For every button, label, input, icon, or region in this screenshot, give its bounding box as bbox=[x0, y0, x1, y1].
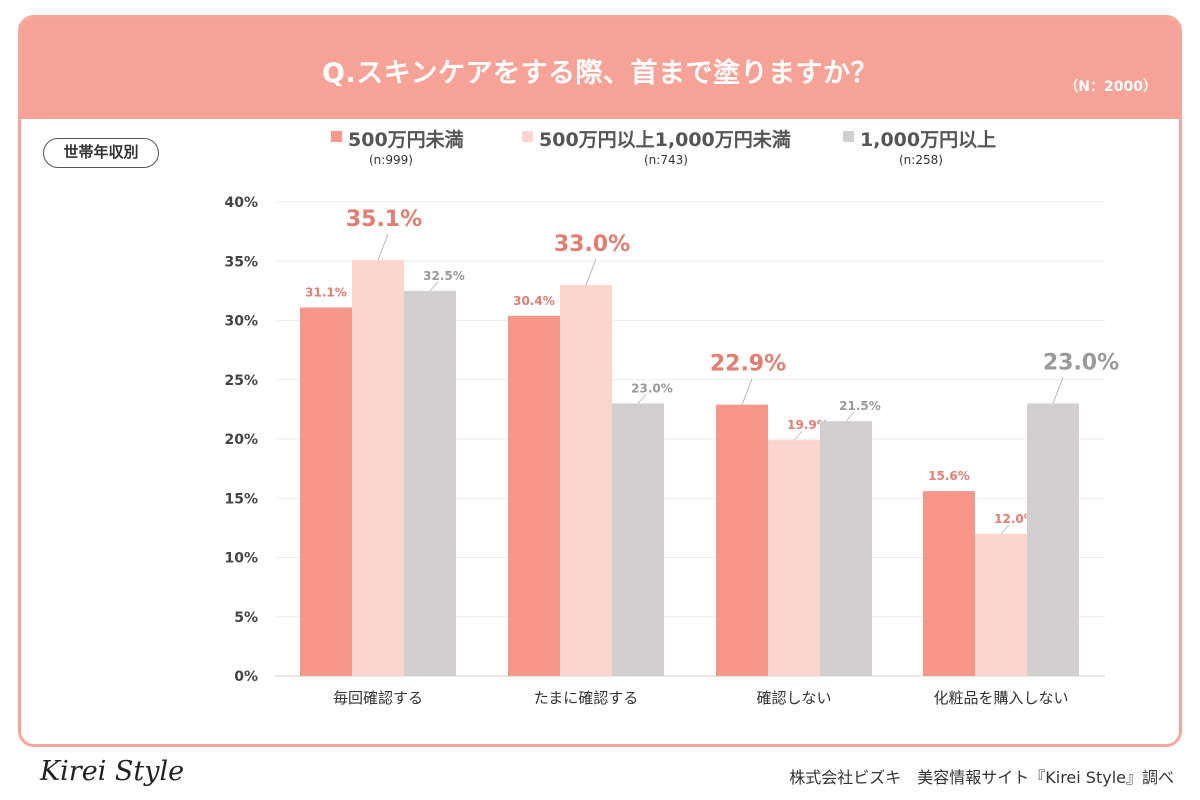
x-category-label: 確認しない bbox=[756, 689, 831, 707]
data-label: 15.6% bbox=[928, 469, 970, 483]
y-tick-label: 15% bbox=[224, 491, 258, 507]
source-credit: 株式会社ビズキ 美容情報サイト『Kirei Style』調べ bbox=[789, 768, 1174, 787]
bar bbox=[508, 315, 560, 676]
header-banner: Q.スキンケアをする際、首まで塗りますか？ （N：2000） bbox=[21, 18, 1179, 119]
sample-size: （N：2000） bbox=[1064, 79, 1157, 95]
brand-logo: Kirei Style bbox=[40, 756, 185, 787]
bar bbox=[768, 440, 820, 676]
data-label: 19.9% bbox=[787, 418, 829, 432]
y-tick-label: 10% bbox=[224, 551, 258, 567]
y-tick-label: 35% bbox=[224, 254, 258, 270]
bar bbox=[1027, 403, 1079, 676]
group-badge: 世帯年収別 bbox=[43, 138, 159, 168]
y-tick-label: 25% bbox=[224, 373, 258, 389]
leader-line bbox=[1000, 524, 1010, 535]
legend-n-1: (n:743) bbox=[644, 153, 688, 167]
legend-swatch-2 bbox=[843, 131, 854, 142]
x-category-label: たまに確認する bbox=[534, 689, 639, 707]
leader-line bbox=[793, 430, 803, 441]
data-label: 21.5% bbox=[839, 399, 881, 413]
leader-line bbox=[845, 411, 855, 422]
bar bbox=[404, 290, 456, 676]
data-label: 35.1% bbox=[346, 207, 422, 232]
legend-n-2: (n:258) bbox=[899, 153, 943, 167]
bar bbox=[300, 307, 352, 676]
bar bbox=[820, 421, 872, 676]
bar bbox=[975, 533, 1027, 676]
bar bbox=[612, 403, 664, 676]
data-label: 23.0% bbox=[1043, 350, 1119, 375]
y-tick-label: 40% bbox=[224, 195, 258, 211]
leader-line bbox=[585, 258, 597, 286]
y-tick-label: 0% bbox=[234, 669, 258, 685]
bar bbox=[923, 491, 975, 676]
legend-label-1: 500万円以上1,000万円未満 bbox=[539, 129, 791, 151]
data-label: 33.0% bbox=[554, 232, 630, 257]
chart-title: Q.スキンケアをする際、首まで塗りますか？ bbox=[322, 58, 878, 89]
legend-label-2: 1,000万円以上 bbox=[860, 129, 997, 151]
leader-line bbox=[1052, 377, 1064, 404]
data-label: 30.4% bbox=[513, 294, 555, 308]
y-tick-label: 5% bbox=[234, 610, 258, 626]
x-category-label: 毎回確認する bbox=[333, 689, 423, 707]
bar bbox=[560, 284, 612, 676]
legend-n-0: (n:999) bbox=[369, 153, 413, 167]
x-category-label: 化粧品を購入しない bbox=[933, 689, 1068, 707]
y-tick-label: 20% bbox=[224, 432, 258, 448]
data-label: 31.1% bbox=[305, 285, 347, 299]
legend-swatch-0 bbox=[331, 131, 342, 142]
bar bbox=[716, 404, 768, 676]
leader-line bbox=[377, 233, 389, 261]
legend-label-0: 500万円未満 bbox=[348, 129, 464, 151]
bar bbox=[352, 260, 404, 676]
leader-line bbox=[637, 394, 647, 404]
data-label: 22.9% bbox=[710, 352, 786, 377]
legend-swatch-1 bbox=[522, 131, 533, 142]
y-tick-label: 30% bbox=[224, 314, 258, 330]
leader-line bbox=[429, 281, 439, 292]
data-label: 32.5% bbox=[423, 269, 465, 283]
data-label: 23.0% bbox=[631, 381, 673, 395]
leader-line bbox=[741, 378, 753, 405]
data-label: 12.0% bbox=[994, 512, 1036, 526]
